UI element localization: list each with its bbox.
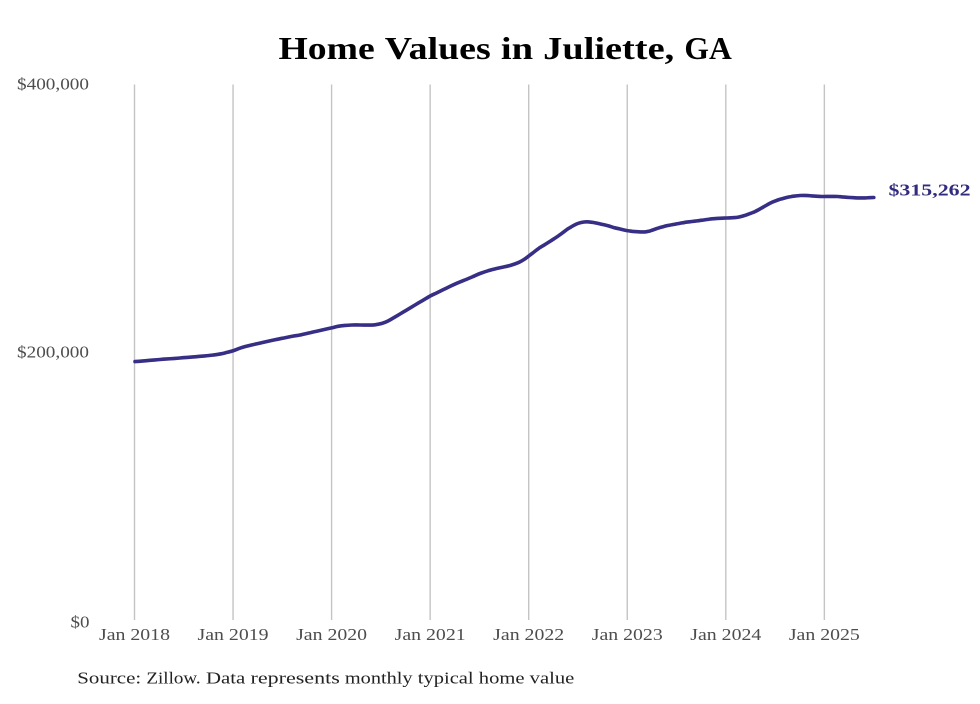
svg-text:Jan 2023: Jan 2023 [592,625,663,644]
svg-text:Jan 2020: Jan 2020 [296,625,367,644]
svg-text:Jan 2025: Jan 2025 [789,625,860,644]
svg-text:$315,262: $315,262 [889,181,971,200]
svg-text:Jan 2024: Jan 2024 [690,625,762,644]
svg-text:Jan 2021: Jan 2021 [395,625,466,644]
svg-text:typical: typical [418,668,474,687]
svg-text:Juliette,: Juliette, [543,30,674,66]
svg-text:Source:: Source: [77,668,141,687]
svg-text:Jan 2018: Jan 2018 [99,625,170,644]
svg-text:Jan 2022: Jan 2022 [493,625,564,644]
svg-text:represents: represents [251,668,340,687]
svg-text:$400,000: $400,000 [17,75,89,94]
svg-text:in: in [501,30,533,66]
svg-text:$0: $0 [71,613,90,632]
svg-text:Values: Values [385,30,491,66]
svg-text:Home: Home [279,30,375,66]
svg-text:Zillow.: Zillow. [146,668,200,687]
svg-text:GA: GA [684,30,731,66]
svg-text:$200,000: $200,000 [17,342,89,361]
svg-text:value: value [530,668,575,687]
svg-text:monthly: monthly [345,668,413,687]
svg-text:Jan 2019: Jan 2019 [198,625,269,644]
svg-text:home: home [479,668,525,687]
svg-text:Data: Data [206,668,246,687]
